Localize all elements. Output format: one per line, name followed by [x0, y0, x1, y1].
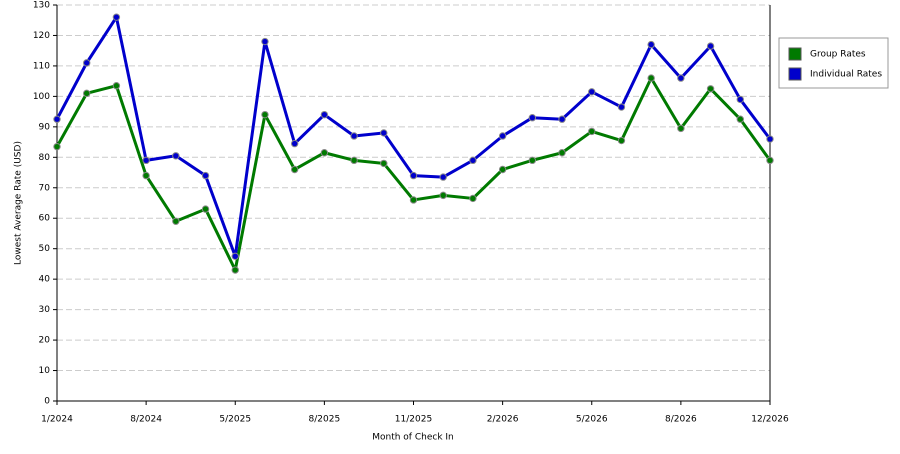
legend-label: Group Rates	[810, 50, 866, 60]
y-tick-label: 110	[33, 61, 50, 71]
data-point	[380, 129, 388, 137]
data-point	[558, 115, 566, 123]
data-point	[766, 156, 774, 165]
y-tick-label: 30	[39, 305, 51, 315]
data-point	[558, 149, 566, 157]
data-point	[290, 139, 299, 148]
x-axis-label: Month of Check In	[372, 433, 454, 443]
y-tick-label: 100	[33, 92, 50, 102]
data-point	[350, 156, 358, 165]
data-point	[736, 95, 744, 104]
data-point	[380, 159, 388, 168]
data-point	[439, 191, 447, 200]
y-tick-label: 130	[33, 1, 50, 11]
data-point	[677, 74, 685, 82]
legend-swatch	[788, 67, 802, 81]
y-tick-label: 80	[39, 153, 51, 163]
data-point	[53, 115, 61, 123]
x-tick-label: 1/2024	[41, 415, 73, 425]
x-tick-label: 11/2025	[395, 415, 432, 425]
y-axis-label: Lowest Average Rate (USD)	[14, 141, 24, 265]
data-point	[647, 40, 655, 49]
data-point	[498, 165, 507, 174]
data-point	[231, 252, 239, 261]
x-tick-label: 12/2026	[751, 415, 789, 425]
data-point	[588, 88, 596, 96]
data-point	[469, 156, 477, 165]
data-point	[83, 89, 91, 98]
y-tick-label: 120	[33, 31, 50, 41]
data-point	[142, 171, 150, 180]
y-tick-label: 50	[39, 244, 51, 254]
data-point	[261, 110, 269, 119]
x-tick-label: 8/2025	[309, 415, 341, 425]
data-point	[320, 149, 329, 157]
data-point	[677, 124, 685, 133]
data-point	[112, 82, 121, 90]
legend-label: Individual Rates	[810, 70, 882, 80]
y-tick-label: 70	[39, 183, 51, 193]
data-point	[409, 171, 418, 180]
data-point	[528, 114, 537, 122]
x-tick-label: 5/2026	[576, 415, 608, 425]
data-point	[617, 136, 626, 145]
data-point	[53, 142, 61, 151]
data-point	[112, 13, 121, 21]
y-tick-label: 40	[39, 275, 51, 285]
y-tick-label: 10	[39, 366, 51, 376]
data-point	[201, 205, 210, 213]
data-point	[350, 132, 358, 140]
x-tick-label: 5/2025	[219, 415, 251, 425]
data-point	[290, 165, 299, 174]
y-tick-label: 20	[39, 336, 51, 346]
data-point	[201, 171, 210, 180]
y-tick-label: 60	[39, 214, 51, 224]
data-point	[588, 127, 596, 136]
y-tick-label: 90	[39, 122, 51, 132]
data-point	[231, 266, 239, 274]
x-tick-label: 8/2026	[665, 415, 697, 425]
data-point	[172, 152, 180, 160]
data-point	[172, 217, 180, 225]
data-point	[142, 156, 150, 165]
data-point	[409, 196, 418, 204]
data-point	[647, 74, 655, 82]
y-tick-label: 0	[44, 397, 50, 407]
data-point	[766, 135, 774, 143]
data-point	[439, 173, 447, 181]
data-point	[736, 115, 744, 123]
data-point	[706, 42, 715, 50]
data-point	[498, 132, 507, 140]
x-tick-label: 8/2024	[130, 415, 162, 425]
x-tick-label: 2/2026	[487, 415, 519, 425]
data-point	[528, 156, 537, 165]
data-point	[320, 110, 329, 119]
data-point	[261, 37, 269, 46]
data-point	[83, 59, 91, 67]
data-point	[706, 85, 715, 93]
legend-swatch	[788, 47, 802, 61]
data-point	[469, 194, 477, 203]
data-point	[617, 103, 626, 111]
